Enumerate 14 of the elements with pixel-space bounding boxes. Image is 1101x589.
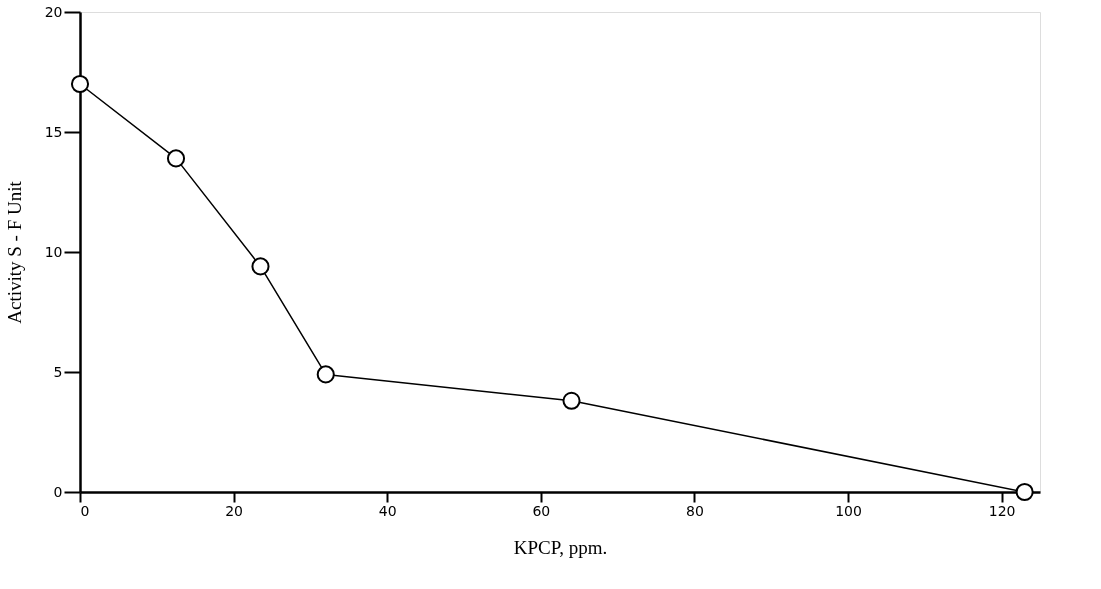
x-tick-label: 80 xyxy=(685,502,704,519)
y-axis-title: Activity S - F Unit xyxy=(3,180,25,324)
x-tick-label: 100 xyxy=(835,502,862,519)
y-tick-label: 5 xyxy=(53,363,63,380)
y-tick-label: 0 xyxy=(53,483,63,500)
y-tick-label: 20 xyxy=(44,3,63,20)
x-tick-label: 20 xyxy=(225,502,244,519)
x-axis-title: KPCP, ppm. xyxy=(513,536,608,558)
y-tick-label: 10 xyxy=(44,243,63,260)
x-tick-label: 120 xyxy=(988,502,1016,519)
y-tick-label: 15 xyxy=(44,123,63,140)
x-tick-label: 0 xyxy=(80,502,90,519)
x-tick-label: 40 xyxy=(378,502,397,519)
x-tick-label: 60 xyxy=(532,502,551,519)
